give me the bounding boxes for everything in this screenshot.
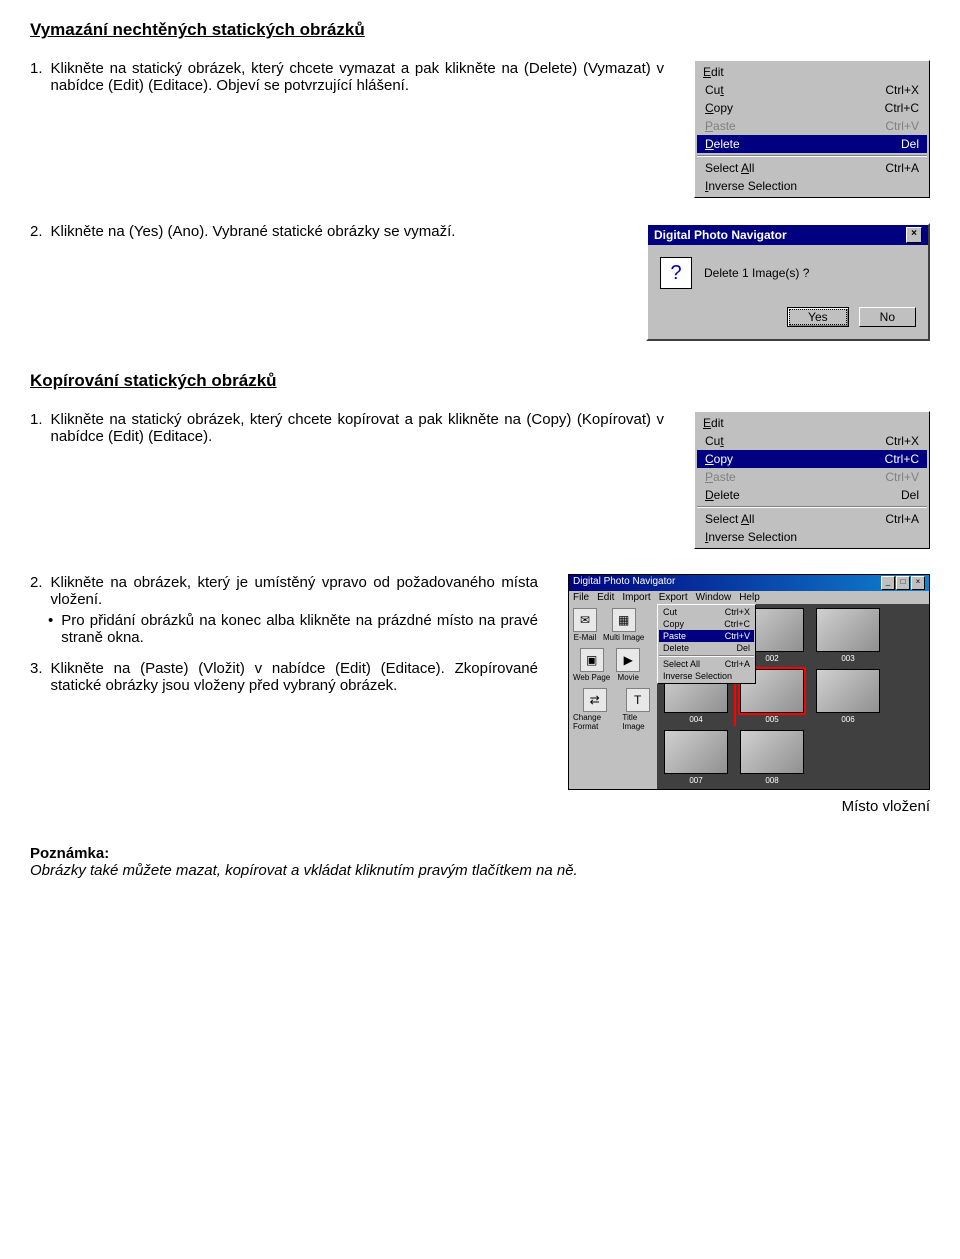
- insert-caption: Místo vložení: [568, 798, 930, 815]
- menu-cut[interactable]: CutCtrl+X: [697, 432, 927, 450]
- menu-title: Edit: [697, 414, 927, 432]
- menu-delete[interactable]: DeleteDel: [697, 135, 927, 153]
- menu-paste[interactable]: PasteCtrl+V: [697, 117, 927, 135]
- dialog-title: Digital Photo Navigator: [654, 228, 787, 242]
- menu-copy[interactable]: CopyCtrl+C: [697, 450, 927, 468]
- menu-paste[interactable]: PasteCtrl+V: [697, 468, 927, 486]
- app-window: Digital Photo Navigator _ □ × File Edit Im…: [568, 574, 930, 790]
- close-icon[interactable]: ×: [906, 227, 922, 243]
- footer-note: Poznámka: Obrázky také můžete mazat, kop…: [30, 845, 930, 879]
- menubar-item[interactable]: Window: [696, 592, 732, 603]
- section2-bullet: • Pro přidání obrázků na konec alba klik…: [30, 612, 538, 646]
- section1-title: Vymazání nechtěných statických obrázků: [30, 20, 930, 40]
- ctx-selectall[interactable]: Select AllCtrl+A: [659, 658, 754, 670]
- menu-inverse[interactable]: Inverse Selection: [697, 528, 927, 546]
- app-menubar: File Edit Import Export Window Help: [569, 591, 929, 604]
- edit-menu-1: Edit CutCtrl+X CopyCtrl+C PasteCtrl+V De…: [694, 60, 930, 198]
- section1-item2: 2. Klikněte na (Yes) (Ano). Vybrané stat…: [30, 223, 616, 240]
- section1-item1: 1. Klikněte na statický obrázek, který c…: [30, 60, 664, 94]
- thumb[interactable]: 007: [661, 730, 731, 785]
- menubar-item[interactable]: File: [573, 592, 589, 603]
- close-icon[interactable]: ×: [911, 576, 925, 590]
- menu-selectall[interactable]: Select AllCtrl+A: [697, 159, 927, 177]
- edit-menu-2: Edit CutCtrl+X CopyCtrl+C PasteCtrl+V De…: [694, 411, 930, 549]
- menu-delete[interactable]: DeleteDel: [697, 486, 927, 504]
- dialog-msg: Delete 1 Image(s) ?: [704, 266, 809, 280]
- yes-button[interactable]: Yes: [787, 307, 849, 327]
- section2-item2: 2. Klikněte na obrázek, který je umístěn…: [30, 574, 538, 608]
- tool-email[interactable]: ✉E-Mail: [573, 608, 597, 642]
- ctx-inverse[interactable]: Inverse Selection: [659, 670, 754, 682]
- menu-title: Edit: [697, 63, 927, 81]
- minimize-icon[interactable]: _: [881, 576, 895, 590]
- ctx-copy[interactable]: CopyCtrl+C: [659, 618, 754, 630]
- ctx-paste[interactable]: PasteCtrl+V: [659, 630, 754, 642]
- question-icon: ?: [660, 257, 692, 289]
- context-menu: CutCtrl+X CopyCtrl+C PasteCtrl+V DeleteD…: [657, 604, 756, 684]
- menubar-item[interactable]: Import: [622, 592, 650, 603]
- menu-inverse[interactable]: Inverse Selection: [697, 177, 927, 195]
- no-button[interactable]: No: [859, 307, 916, 327]
- app-title: Digital Photo Navigator: [573, 576, 675, 590]
- tool-title[interactable]: TTitle Image: [622, 688, 653, 731]
- section2-item3: 3. Klikněte na (Paste) (Vložit) v nabídc…: [30, 660, 538, 694]
- menubar-item[interactable]: Edit: [597, 592, 614, 603]
- maximize-icon[interactable]: □: [896, 576, 910, 590]
- app-toolbar: ✉E-Mail ▦Multi Image ▣Web Page ▶Movie ⇄C…: [569, 604, 657, 789]
- thumb[interactable]: 003: [813, 608, 883, 663]
- thumb[interactable]: 006: [813, 669, 883, 724]
- menu-cut[interactable]: CutCtrl+X: [697, 81, 927, 99]
- thumb[interactable]: 008: [737, 730, 807, 785]
- section2-title: Kopírování statických obrázků: [30, 371, 930, 391]
- section2-item1: 1. Klikněte na statický obrázek, který c…: [30, 411, 664, 445]
- ctx-cut[interactable]: CutCtrl+X: [659, 606, 754, 618]
- menu-copy[interactable]: CopyCtrl+C: [697, 99, 927, 117]
- tool-multi[interactable]: ▦Multi Image: [603, 608, 644, 642]
- tool-webpage[interactable]: ▣Web Page: [573, 648, 610, 682]
- ctx-delete[interactable]: DeleteDel: [659, 642, 754, 654]
- tool-movie[interactable]: ▶Movie: [616, 648, 640, 682]
- confirm-dialog: Digital Photo Navigator × ? Delete 1 Ima…: [646, 223, 930, 341]
- tool-format[interactable]: ⇄Change Format: [573, 688, 616, 731]
- menubar-item[interactable]: Help: [739, 592, 760, 603]
- menu-selectall[interactable]: Select AllCtrl+A: [697, 510, 927, 528]
- menubar-item[interactable]: Export: [659, 592, 688, 603]
